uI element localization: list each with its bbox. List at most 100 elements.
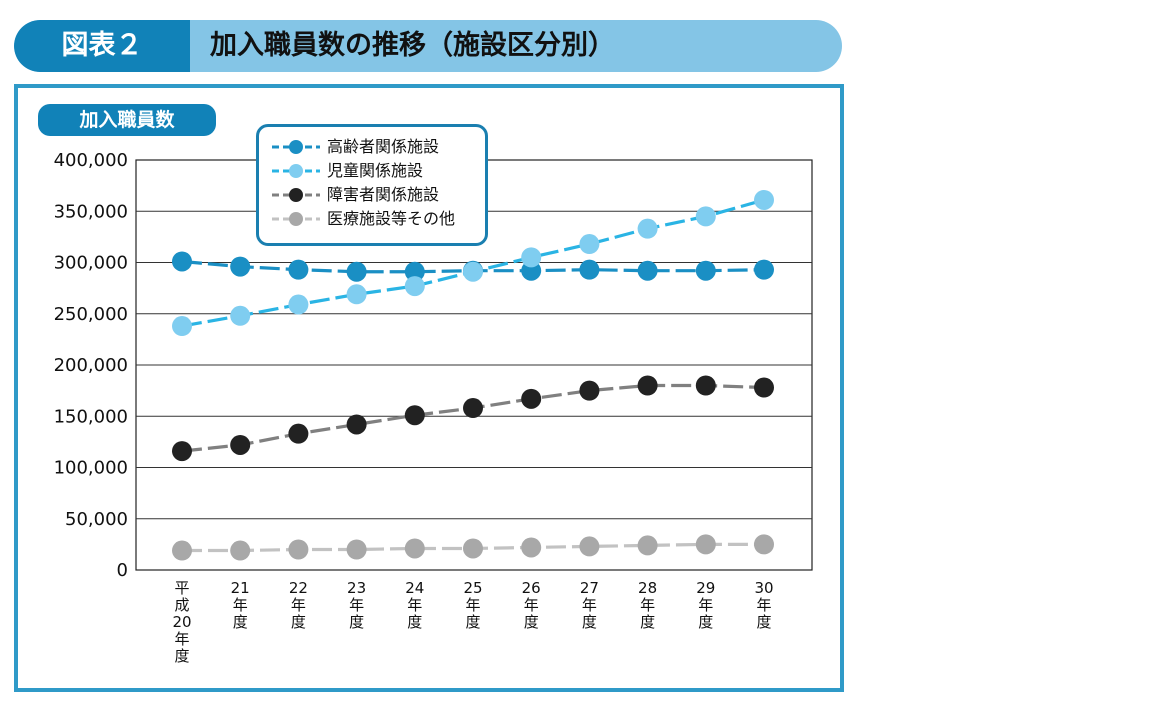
x-tick-label-part: 23 — [347, 579, 366, 597]
y-tick-label: 50,000 — [65, 509, 128, 530]
data-point — [230, 256, 251, 277]
legend-item: 高齢者関係施設 — [271, 135, 481, 159]
data-point — [637, 260, 658, 281]
x-axis-ticks: 平成20年度21年度22年度23年度24年度25年度26年度27年度28年度29… — [172, 579, 773, 665]
x-tick-label-part: 22 — [289, 579, 308, 597]
data-point — [695, 260, 716, 281]
x-tick-label-part: 年 — [465, 596, 480, 614]
x-tick-label-part: 度 — [582, 613, 597, 631]
x-tick-label-part: 度 — [756, 613, 771, 631]
data-point — [695, 206, 716, 227]
x-tick-label-part: 26 — [522, 579, 541, 597]
data-point — [521, 247, 542, 268]
legend-swatch-dot — [289, 212, 303, 226]
x-tick-label-part: 29 — [696, 579, 715, 597]
legend-swatch-dot — [289, 164, 303, 178]
x-tick-label-part: 30 — [754, 579, 773, 597]
legend-item: 児童関係施設 — [271, 159, 481, 183]
legend-item: 医療施設等その他 — [271, 207, 481, 231]
y-tick-label: 350,000 — [54, 201, 128, 222]
data-point — [346, 284, 367, 305]
legend-swatch — [272, 164, 320, 178]
y-tick-label: 400,000 — [54, 150, 128, 171]
data-point — [230, 540, 251, 561]
legend-swatch-dot — [289, 140, 303, 154]
figure-number: 図表２ — [14, 20, 190, 72]
x-tick-label-part: 平 — [174, 579, 189, 597]
x-tick-label-part: 年 — [698, 596, 713, 614]
legend-label: 高齢者関係施設 — [327, 137, 440, 156]
data-point — [404, 261, 425, 282]
data-point — [579, 234, 600, 255]
data-point — [637, 535, 658, 556]
x-tick-label-part: 年 — [756, 596, 771, 614]
title-banner: 図表２ 加入職員数の推移（施設区分別） — [14, 20, 842, 72]
series-points — [172, 189, 774, 561]
data-point — [754, 259, 774, 280]
data-point — [463, 538, 483, 559]
x-tick-label-part: 年 — [233, 596, 248, 614]
data-point — [521, 388, 542, 409]
data-point — [637, 375, 658, 396]
data-point — [346, 539, 367, 560]
data-point — [579, 259, 600, 280]
data-point — [346, 414, 367, 435]
data-point — [695, 375, 716, 396]
legend-swatch — [272, 188, 320, 202]
legend-label: 児童関係施設 — [327, 161, 424, 180]
data-point — [404, 276, 425, 297]
data-point — [172, 251, 192, 272]
y-tick-label: 200,000 — [54, 355, 128, 376]
x-tick-label-part: 年 — [349, 596, 364, 614]
legend-swatch — [272, 212, 320, 226]
legend-label: 障害者関係施設 — [327, 185, 440, 204]
x-tick-label-part: 度 — [349, 613, 364, 631]
x-tick-label-part: 24 — [405, 579, 424, 597]
data-point — [754, 534, 774, 555]
data-point — [404, 405, 425, 426]
x-tick-label-part: 年 — [524, 596, 539, 614]
x-tick-label-part: 年 — [582, 596, 597, 614]
legend: 高齢者関係施設 児童関係施設 障害者関係施設医療施設等その他 — [256, 124, 488, 246]
x-tick-label-part: 度 — [233, 613, 248, 631]
data-point — [637, 218, 658, 239]
x-tick-label-part: 年 — [291, 596, 306, 614]
data-point — [463, 261, 483, 282]
x-tick-label-part: 年 — [174, 630, 189, 648]
y-tick-label: 300,000 — [54, 253, 128, 274]
x-tick-label-part: 度 — [407, 613, 422, 631]
data-point — [288, 539, 309, 560]
data-point — [172, 316, 192, 337]
x-tick-label-part: 21 — [231, 579, 250, 597]
x-tick-label-part: 度 — [465, 613, 480, 631]
data-point — [346, 261, 367, 282]
legend-swatch — [272, 140, 320, 154]
data-point — [172, 540, 192, 561]
x-tick-label-part: 度 — [640, 613, 655, 631]
chart-title: 加入職員数の推移（施設区分別） — [210, 30, 615, 61]
data-point — [579, 380, 600, 401]
x-tick-label-part: 25 — [463, 579, 482, 597]
x-tick-label-part: 度 — [291, 613, 306, 631]
y-tick-label: 100,000 — [54, 458, 128, 479]
data-point — [404, 538, 425, 559]
y-tick-label: 150,000 — [54, 406, 128, 427]
data-point — [754, 377, 774, 398]
x-tick-label-part: 年 — [407, 596, 422, 614]
x-tick-label-part: 28 — [638, 579, 657, 597]
x-tick-label-part: 20 — [172, 613, 191, 631]
data-point — [463, 398, 483, 419]
y-tick-label: 250,000 — [54, 304, 128, 325]
data-point — [288, 294, 309, 315]
y-tick-label: 0 — [117, 560, 128, 581]
data-point — [695, 534, 716, 555]
